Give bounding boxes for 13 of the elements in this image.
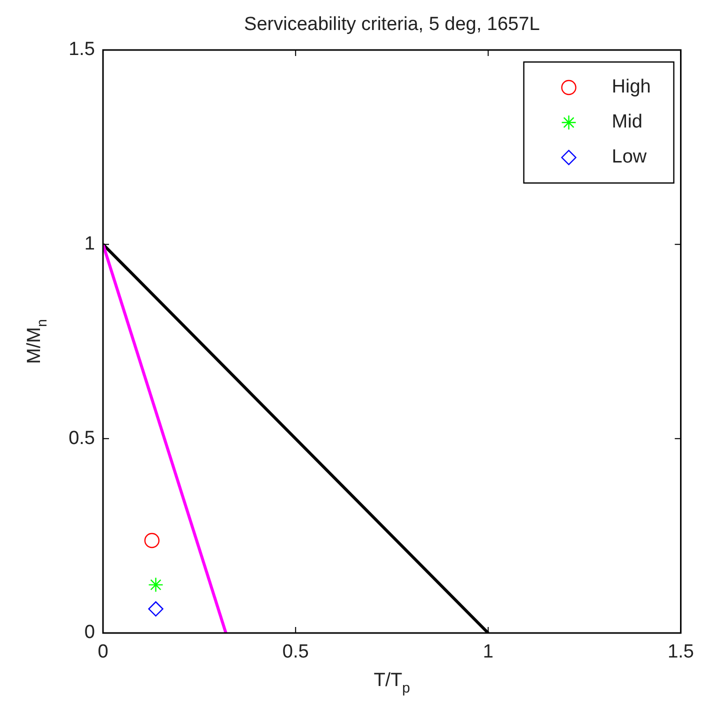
legend-label: Mid bbox=[612, 112, 642, 133]
x-tick-label: 0 bbox=[98, 642, 108, 663]
x-tick-label: 0.5 bbox=[282, 642, 309, 663]
y-axis-title: M/Mn bbox=[24, 319, 51, 364]
y-tick-label: 0 bbox=[84, 622, 95, 644]
y-tick-label: 0.5 bbox=[68, 428, 95, 449]
y-tick-label: 1.5 bbox=[68, 39, 95, 60]
x-tick-label: 1.5 bbox=[668, 642, 694, 663]
x-tick-label: 1 bbox=[482, 642, 494, 663]
chart-title: Serviceability criteria, 5 deg, 1657L bbox=[244, 14, 540, 36]
legend-label: High bbox=[612, 76, 651, 98]
legend-label: Low bbox=[612, 146, 647, 168]
y-tick-label: 1 bbox=[84, 234, 95, 255]
